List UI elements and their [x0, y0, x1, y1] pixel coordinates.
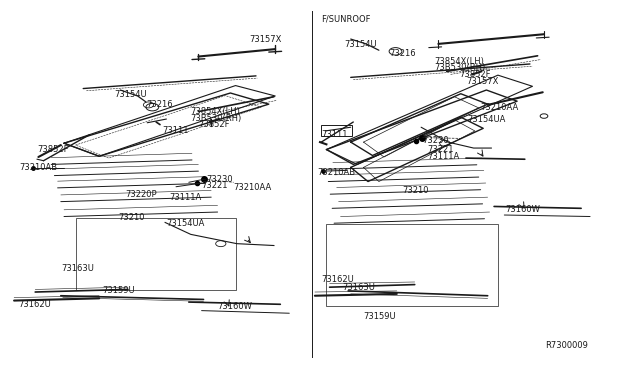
Text: 73159U: 73159U — [102, 286, 135, 295]
Text: 73111: 73111 — [321, 130, 348, 139]
Text: 73854X(LH): 73854X(LH) — [191, 107, 241, 116]
Text: 73154UA: 73154UA — [467, 115, 506, 124]
Text: 73162U: 73162U — [18, 300, 51, 309]
Text: 73210: 73210 — [118, 213, 145, 222]
Text: 73854X(LH): 73854X(LH) — [434, 57, 484, 66]
Bar — [326, 224, 498, 306]
Text: 73210AB: 73210AB — [317, 169, 355, 177]
Bar — [76, 218, 236, 290]
Text: 73210AA: 73210AA — [480, 103, 518, 112]
Text: 73230: 73230 — [422, 136, 449, 145]
Text: 73B530(RH): 73B530(RH) — [434, 63, 485, 72]
Text: 73154UA: 73154UA — [166, 219, 205, 228]
Text: 73221: 73221 — [428, 145, 454, 154]
Text: 73852F: 73852F — [198, 120, 230, 129]
Bar — [321, 125, 352, 136]
Text: 73163U: 73163U — [342, 283, 375, 292]
Text: 73154U: 73154U — [114, 90, 147, 99]
Text: R7300009: R7300009 — [545, 341, 588, 350]
Text: 73160W: 73160W — [218, 302, 252, 311]
Text: 73160W: 73160W — [506, 205, 540, 214]
Text: 73111A: 73111A — [170, 193, 202, 202]
Text: 73210AB: 73210AB — [19, 163, 58, 172]
Text: 73B530(RH): 73B530(RH) — [191, 114, 242, 123]
Text: 73154U: 73154U — [344, 40, 377, 49]
Text: 73111: 73111 — [163, 126, 189, 135]
Text: 73111A: 73111A — [428, 153, 460, 161]
Text: 73216: 73216 — [146, 100, 173, 109]
Text: 73162U: 73162U — [321, 275, 354, 284]
Text: 73157X: 73157X — [250, 35, 282, 44]
Text: 73157X: 73157X — [466, 77, 499, 86]
Text: 73852F: 73852F — [37, 145, 68, 154]
Text: 73852F: 73852F — [460, 70, 491, 79]
Text: 73210AA: 73210AA — [234, 183, 272, 192]
Text: 73216: 73216 — [389, 49, 416, 58]
Text: 73221: 73221 — [202, 182, 228, 190]
Text: 73159U: 73159U — [364, 312, 396, 321]
Text: F/SUNROOF: F/SUNROOF — [321, 15, 371, 24]
Text: 73163U: 73163U — [61, 264, 93, 273]
Text: 73230: 73230 — [207, 175, 234, 184]
Text: 73220P: 73220P — [125, 190, 157, 199]
Text: 73210: 73210 — [402, 186, 428, 195]
